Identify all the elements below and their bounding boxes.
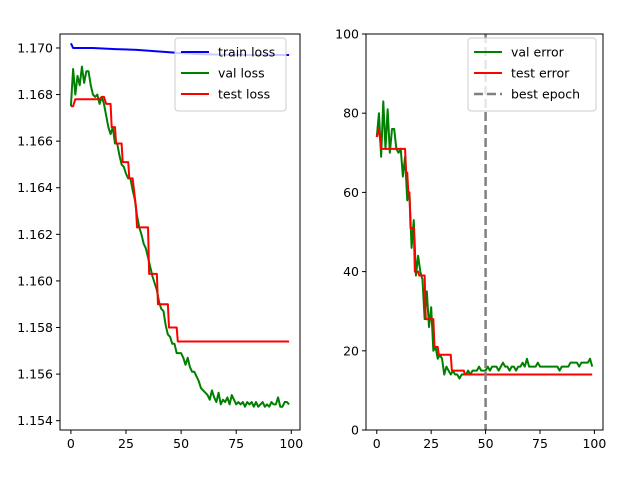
x-tick-label: 25 [423,436,439,451]
x-tick-label: 75 [228,436,244,451]
legend-label: best epoch [511,87,580,102]
legend: train loss val loss test loss [174,37,287,112]
legend-label: test error [511,66,570,81]
y-tick-label: 20 [343,343,359,358]
x-tick-label: 25 [118,436,134,451]
legend-box [174,37,287,112]
y-tick-label: 1.166 [17,134,53,149]
y-tick-label: 1.162 [17,227,53,242]
x-tick-label: 50 [478,436,494,451]
y-tick-label: 80 [343,106,359,121]
y-tick-label: 1.164 [17,180,53,195]
series-line-test-error [375,128,593,376]
y-tick-label: 1.154 [17,413,53,428]
y-tick-label: 0 [351,423,359,438]
y-tick-label: 1.158 [17,320,53,335]
legend: val error test error best epoch [467,37,597,112]
legend-label: val loss [218,66,265,81]
x-tick-label: 0 [67,436,75,451]
series-line-test-loss [70,95,290,343]
axes-frame [365,33,604,431]
x-tick-label: 100 [279,436,303,451]
axes-frame [59,33,301,431]
x-tick-label: 50 [173,436,189,451]
x-tick-label: 75 [532,436,548,451]
series-line-val-error [375,100,594,380]
x-tick-label: 0 [373,436,381,451]
y-tick-label: 1.170 [17,40,53,55]
loss-chart: 0 25 50 75 100 1.154 1.156 1.158 1.160 1.162 1.164… [17,33,303,451]
y-tick-label: 1.160 [17,273,53,288]
legend-label: test loss [218,87,270,102]
series-line-val-loss [69,65,290,408]
y-tick-label: 100 [335,27,359,42]
y-tick-label: 60 [343,185,359,200]
x-tick-label: 100 [582,436,606,451]
y-tick-label: 1.156 [17,367,53,382]
y-tick-label: 40 [343,264,359,279]
legend-label: train loss [218,45,275,60]
error-chart: 0 25 50 75 100 0 20 40 60 80 100 val error test erro… [335,27,606,452]
y-tick-label: 1.168 [17,87,53,102]
legend-label: val error [511,45,565,60]
